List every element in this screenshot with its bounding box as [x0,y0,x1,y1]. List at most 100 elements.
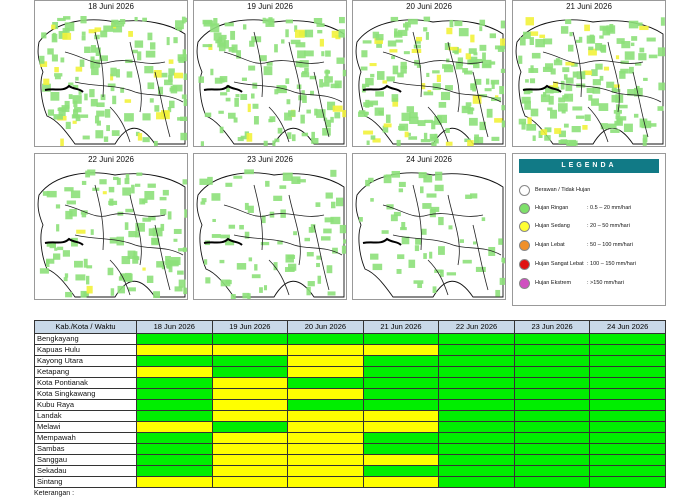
rain-patch [422,203,432,209]
district-border [223,204,325,217]
rain-patch [55,204,61,209]
legend-swatch [519,239,530,251]
rain-patch [277,127,283,134]
rain-patch [320,236,331,241]
rain-patch [557,103,568,112]
rain-patch [531,52,541,59]
rain-patch [325,119,332,128]
map-title: 20 Juni 2026 [353,1,505,12]
rain-patch [184,17,187,23]
rain-patch [338,16,345,24]
rain-patch [166,37,170,46]
rain-patch [648,123,657,127]
map-title: 18 Juni 2026 [35,1,187,12]
rain-patch [366,140,370,146]
rain-patch [81,180,87,185]
legend-swatch [519,258,530,270]
rain-patch [230,30,236,40]
rain-patch [181,94,187,99]
forecast-cell [589,366,666,378]
rain-patch [51,24,56,30]
rain-patch [317,29,323,34]
forecast-cell [211,432,289,444]
rain-patch [277,240,283,245]
region-name: Kapuas Hulu [34,344,137,356]
rain-patch [414,59,420,66]
rain-patch [482,52,486,61]
rain-patch [153,291,161,299]
district-border [552,81,662,103]
rain-patch [457,57,464,66]
district-border [288,194,301,266]
rain-patch [547,107,553,111]
rain-patch [183,287,187,295]
rain-patch [281,39,285,44]
rain-patch [385,114,391,123]
forecast-cell [211,355,289,367]
rain-patch [403,51,410,55]
forecast-cell [589,410,666,422]
rain-patch [332,247,338,254]
rain-patch [173,37,178,44]
rain-patch [423,27,428,32]
forecast-cell [136,454,213,466]
rain-patch [631,36,638,41]
rain-patch [181,16,186,24]
rain-patch [498,238,503,245]
rain-patch [111,130,120,136]
rain-patch [137,51,142,61]
rain-patch [540,129,548,136]
rain-patch [86,265,93,269]
rain-patch [482,63,492,68]
district-border [268,259,290,296]
rain-patch [72,95,82,104]
rain-patch [538,130,543,138]
rain-patch [338,29,345,38]
legend-label: Hujan Sedang [535,223,570,229]
rain-patch [387,40,397,47]
forecast-cell [438,476,515,488]
rain-patch [383,123,392,128]
rain-patch [339,224,346,234]
coast-detail [362,84,402,93]
forecast-cell [287,366,364,378]
forecast-cell [136,344,213,356]
rain-patch [51,54,58,62]
rain-patch [479,121,486,131]
rain-patch [544,135,551,141]
forecast-cell [438,388,515,400]
forecast-cell [438,465,515,477]
forecast-cell [362,388,440,400]
rain-patch [462,68,468,73]
legend-item: Hujan Ekstrem : >150 mm/hari [519,277,624,289]
rain-patch [84,93,88,101]
legend-label: Hujan Lebat [535,242,565,248]
rain-patch [144,190,155,200]
district-border [288,41,301,113]
rain-patch [620,68,629,74]
forecast-cell [438,432,515,444]
rain-patch [299,60,309,68]
rain-patch [578,36,583,43]
rain-patch [104,109,111,118]
rain-patch [242,24,247,30]
forecast-cell [362,476,440,488]
rain-patch [325,192,333,199]
district-border [109,106,131,143]
rain-patch [474,136,484,144]
rain-patch [445,141,453,146]
rain-patch [423,132,428,140]
rain-patch [107,267,114,276]
rain-patch [390,16,399,22]
rain-patch [525,17,535,26]
rain-patch [286,99,291,105]
rain-patch [529,31,539,36]
forecast-cell [136,410,213,422]
rain-patch [396,268,402,274]
forecast-cell [211,388,289,400]
rain-patch [198,76,205,83]
rain-patch [233,175,243,179]
table-row: Kapuas Hulu [34,344,666,356]
rain-patch [177,54,187,62]
forecast-cell [136,399,213,411]
